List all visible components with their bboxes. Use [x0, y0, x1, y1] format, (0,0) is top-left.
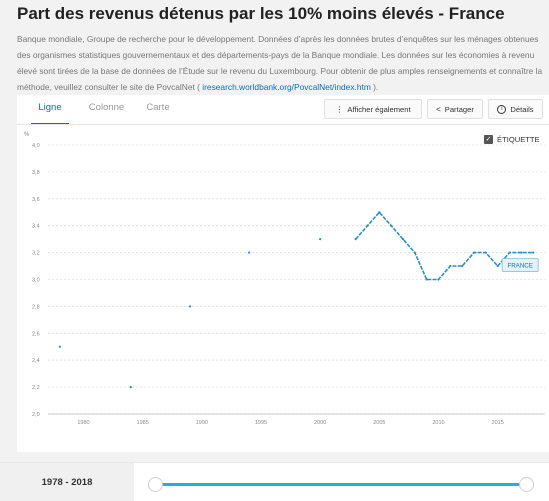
x-tick-label: 1990 — [196, 420, 208, 426]
data-point — [520, 251, 523, 254]
y-axis-ticks: % 2,0 2,2 2,4 2,6 2,8 3,0 3,2 3,4 3,6 3,8 4,0 — [24, 132, 40, 418]
series-label-text: FRANCE — [507, 263, 532, 270]
show-also-label: Afficher également — [347, 104, 411, 114]
y-tick-label: 2,4 — [32, 358, 40, 364]
data-point — [366, 224, 369, 227]
info-icon: i — [497, 104, 507, 114]
povcalnet-link[interactable]: iresearch.worldbank.org/PovcalNet/index.… — [202, 82, 371, 92]
x-tick-label: 2010 — [432, 420, 444, 426]
x-tick-label: 2005 — [373, 420, 385, 426]
data-point — [461, 264, 464, 268]
data-point — [508, 251, 511, 254]
data-point — [472, 251, 476, 254]
data-point — [413, 251, 416, 254]
series-label-box — [501, 258, 539, 273]
show-also-button[interactable]: ⋮ Afficher également — [324, 99, 422, 119]
details-button[interactable]: i Détails — [488, 99, 543, 119]
x-tick-label: 2015 — [492, 420, 504, 426]
data-point — [58, 345, 61, 348]
range-slider-track[interactable] — [156, 483, 526, 486]
data-point — [437, 278, 440, 281]
label-toggle[interactable]: ✓ ÉTIQUETTE — [484, 135, 540, 144]
data-point — [401, 238, 405, 241]
details-label: Détails — [510, 104, 534, 114]
tab-divider — [17, 124, 549, 125]
checkbox-checked-icon: ✓ — [484, 135, 493, 144]
y-tick-label: 4,0 — [32, 143, 40, 149]
data-point — [496, 264, 499, 268]
range-footer: 1978 - 2018 — [0, 462, 549, 501]
data-point — [129, 386, 132, 389]
y-tick-label: 3,6 — [32, 197, 40, 203]
x-axis-ticks: 1980 1985 1990 1995 2000 2005 2010 2015 — [77, 420, 503, 426]
data-point — [425, 278, 428, 281]
data-point — [378, 211, 381, 214]
data-point — [532, 251, 535, 254]
tab-carte[interactable]: Carte — [146, 102, 170, 113]
y-tick-label: 3,0 — [32, 278, 40, 284]
data-point — [390, 224, 393, 227]
page-title: Part des revenus détenus par les 10% moi… — [17, 4, 505, 23]
x-tick-label: 1995 — [255, 420, 267, 426]
data-point — [188, 305, 192, 308]
y-tick-label: 2,2 — [32, 385, 40, 391]
y-tick-label: 3,4 — [32, 224, 40, 230]
share-label: Partager — [444, 104, 474, 114]
range-slider-start-handle[interactable] — [148, 477, 163, 492]
share-icon: < — [436, 104, 441, 114]
x-tick-label: 2000 — [314, 420, 326, 426]
year-range-label: 1978 - 2018 — [0, 463, 134, 501]
data-point — [248, 251, 251, 254]
y-tick-label: 3,8 — [32, 170, 40, 176]
data-point — [319, 238, 322, 241]
more-vert-icon: ⋮ — [335, 104, 344, 114]
y-unit-label: % — [24, 132, 30, 138]
range-slider-end-handle[interactable] — [519, 477, 534, 492]
chart-series: FRANCE — [58, 211, 539, 389]
description-suffix: ). — [373, 82, 379, 92]
tab-colonne[interactable]: Colonne — [88, 102, 125, 113]
y-tick-label: 3,2 — [32, 251, 40, 257]
x-tick-label: 1985 — [137, 420, 149, 426]
x-tick-label: 1980 — [77, 420, 89, 426]
chart-card: Ligne Colonne Carte ⋮ Afficher également… — [17, 95, 549, 452]
share-button[interactable]: < Partager — [427, 99, 483, 119]
label-toggle-text: ÉTIQUETTE — [497, 135, 540, 144]
y-tick-label: 2,0 — [32, 412, 40, 418]
chart-grid — [48, 144, 545, 415]
source-description: Banque mondiale, Groupe de recherche pou… — [17, 31, 545, 95]
y-tick-label: 2,8 — [32, 304, 40, 310]
line-chart: %2,02,22,42,62,83,03,23,43,63,84,0 1980 1… — [24, 132, 545, 426]
data-point — [449, 264, 452, 268]
series-label-france: FRANCE — [501, 258, 539, 273]
y-tick-label: 2,6 — [32, 331, 40, 337]
data-point — [354, 238, 357, 241]
data-point — [484, 251, 487, 254]
description-text: Banque mondiale, Groupe de recherche pou… — [17, 34, 543, 92]
